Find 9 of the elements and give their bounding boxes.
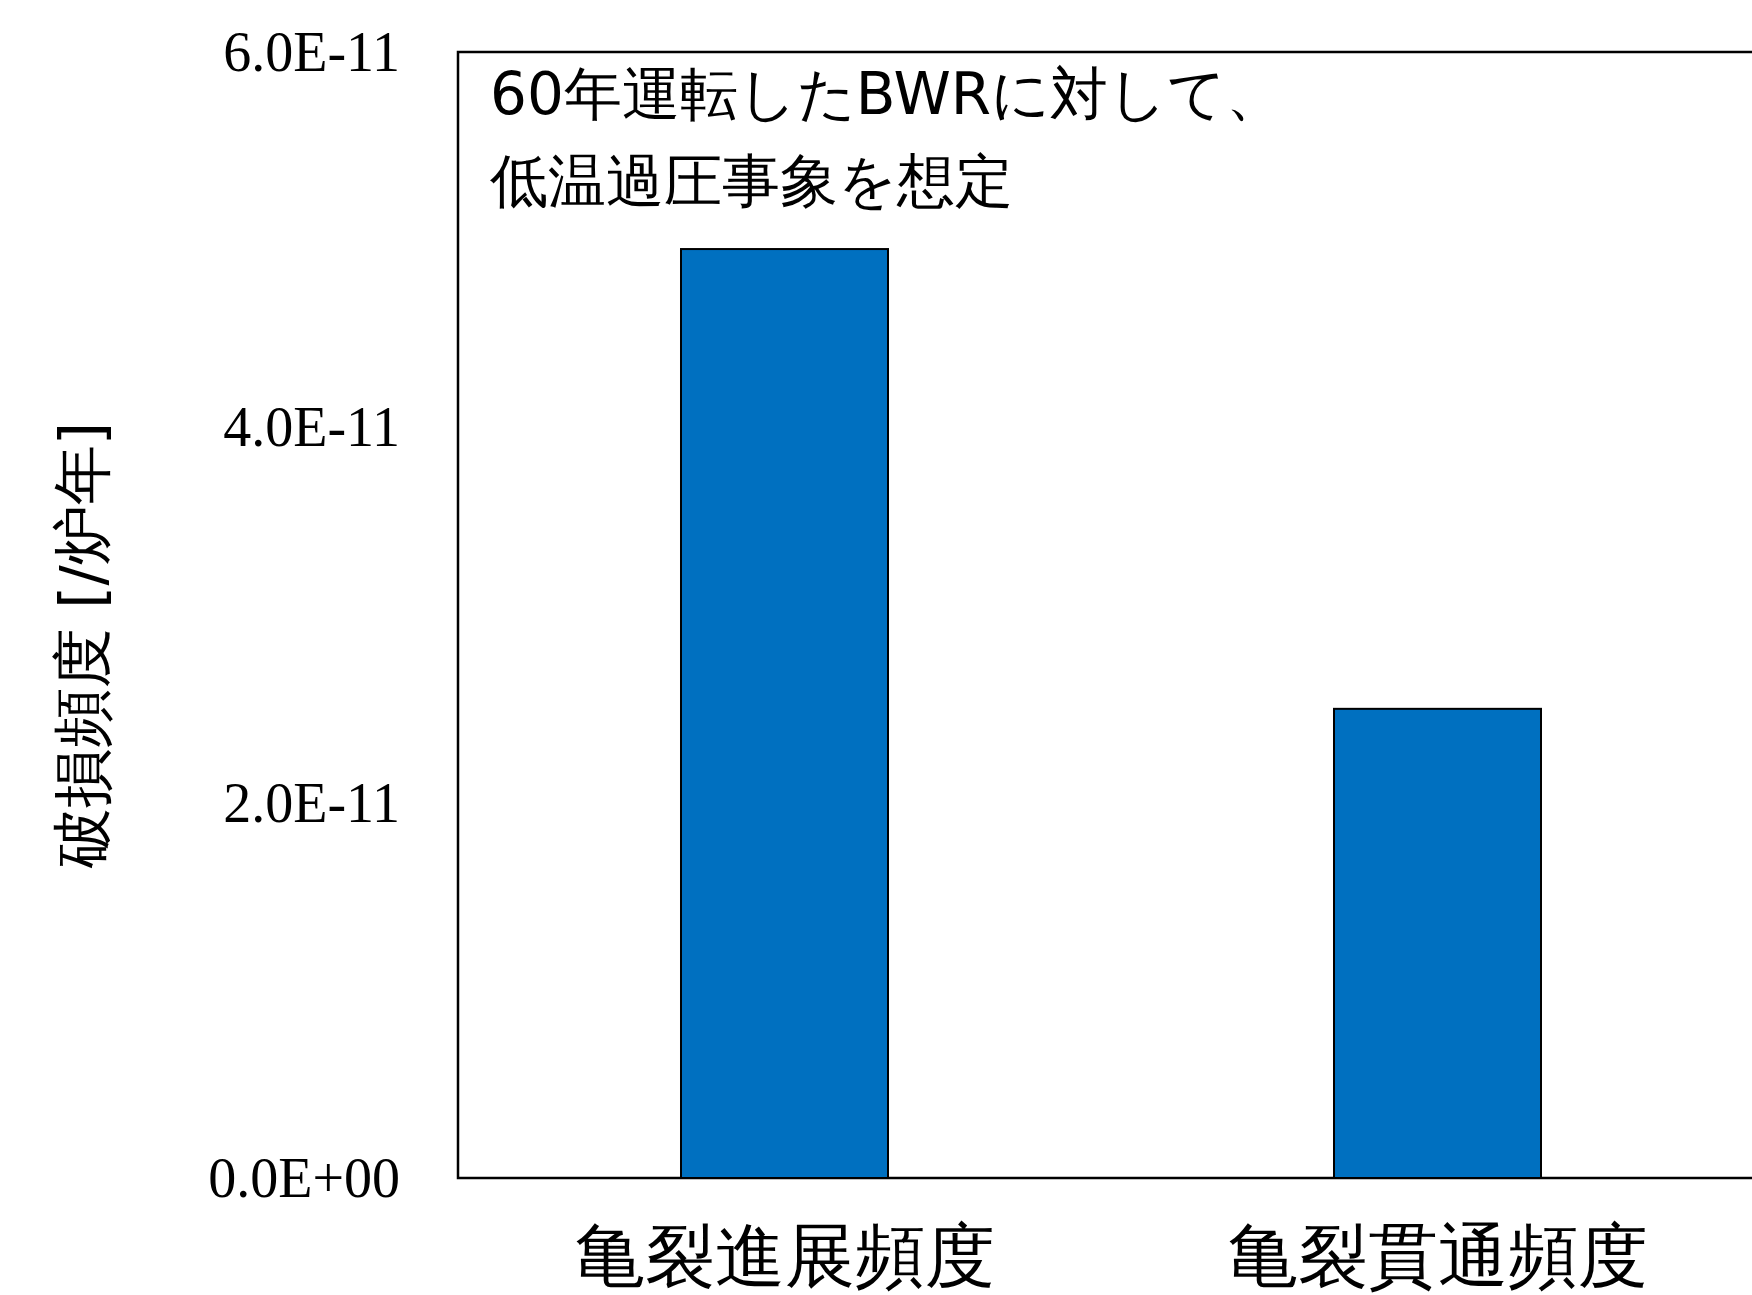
y-tick-label: 6.0E-11 [223,21,400,83]
x-tick-label: 亀裂貫通頻度 [1227,1215,1648,1295]
y-tick-label: 4.0E-11 [223,396,400,459]
annotation: 低温過圧事象を想定 [490,147,1013,215]
y-axis-title: 破損頻度 [/炉年] [47,421,117,870]
y-tick-label: 0.0E+00 [208,1147,400,1209]
x-tick-label: 亀裂進展頻度 [574,1215,995,1295]
y-tick-label: 2.0E-11 [223,771,400,834]
annotation: 60年運転したBWRに対して、 [490,60,1285,128]
